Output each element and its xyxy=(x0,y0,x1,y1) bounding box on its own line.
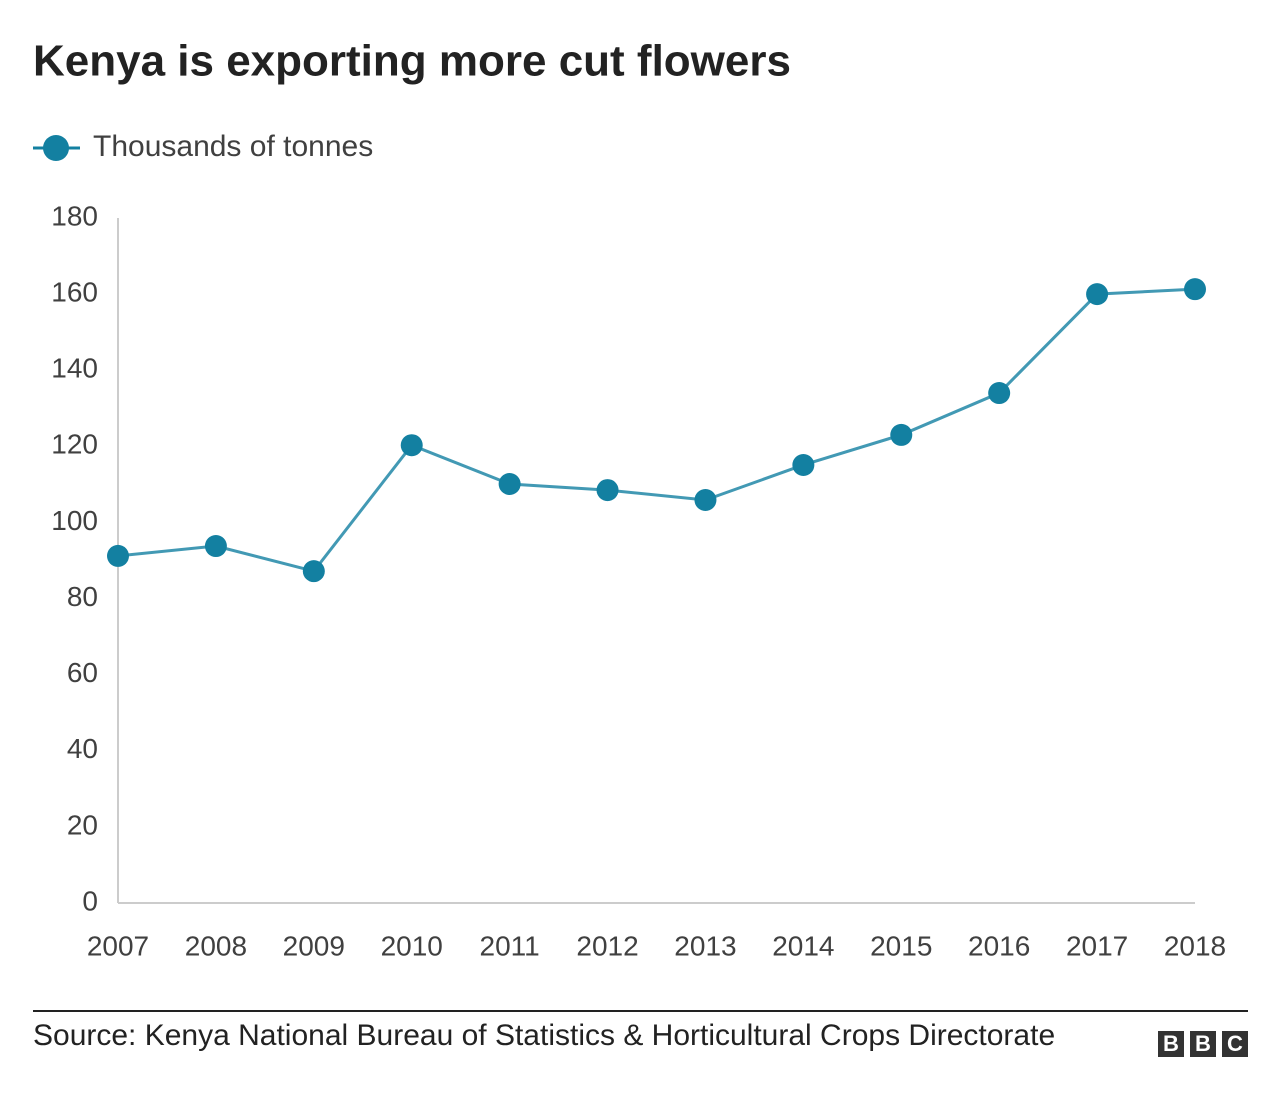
point xyxy=(107,544,129,567)
y-tick-label: 60 xyxy=(67,657,98,688)
x-tick-label: 2007 xyxy=(87,930,149,961)
y-tick-label: 120 xyxy=(51,429,98,460)
x-tick-label: 2018 xyxy=(1164,930,1226,961)
logo-box xyxy=(1222,1031,1248,1057)
point xyxy=(302,560,325,583)
x-tick-label: 2012 xyxy=(576,930,638,961)
logo-letter: C xyxy=(1227,1031,1243,1056)
y-tick-label: 20 xyxy=(67,809,98,840)
y-tick-label: 40 xyxy=(67,733,98,764)
point xyxy=(596,479,619,502)
point xyxy=(1184,278,1206,301)
y-tick-label: 140 xyxy=(51,353,98,384)
y-tick-label: 100 xyxy=(51,505,98,536)
x-tick-label: 2014 xyxy=(772,930,834,961)
point xyxy=(400,434,423,457)
y-tick-label: 160 xyxy=(51,277,98,308)
y-tick-label: 180 xyxy=(51,200,98,231)
point xyxy=(792,453,815,476)
x-tick-label: 2010 xyxy=(381,930,443,961)
logo-letter: B xyxy=(1163,1031,1179,1056)
x-tick-label: 2008 xyxy=(185,930,247,961)
x-tick-label: 2011 xyxy=(480,930,540,961)
point xyxy=(204,535,227,558)
bbc-logo: B B C xyxy=(1158,1031,1248,1057)
point xyxy=(694,488,717,511)
x-tick-label: 2013 xyxy=(674,930,736,961)
chart-title: Kenya is exporting more cut flowers xyxy=(33,37,791,86)
point xyxy=(498,473,521,496)
x-tick-label: 2009 xyxy=(283,930,345,961)
x-tick-label: 2016 xyxy=(968,930,1030,961)
source: Source: Kenya National Bureau of Statist… xyxy=(33,1019,1055,1052)
logo-box xyxy=(1158,1031,1184,1057)
point xyxy=(988,382,1011,405)
legend-label: Thousands of tonnes xyxy=(93,130,373,163)
y-tick-label: 80 xyxy=(67,581,98,612)
point xyxy=(890,423,913,446)
series-line xyxy=(117,287,1196,573)
legend-marker xyxy=(43,135,69,161)
logo-box xyxy=(1190,1031,1216,1057)
x-tick-label: 2017 xyxy=(1066,930,1128,961)
y-tick-label: 0 xyxy=(82,885,98,916)
point xyxy=(1086,283,1109,306)
logo-letter: B xyxy=(1195,1031,1211,1056)
x-tick-label: 2015 xyxy=(870,930,932,961)
